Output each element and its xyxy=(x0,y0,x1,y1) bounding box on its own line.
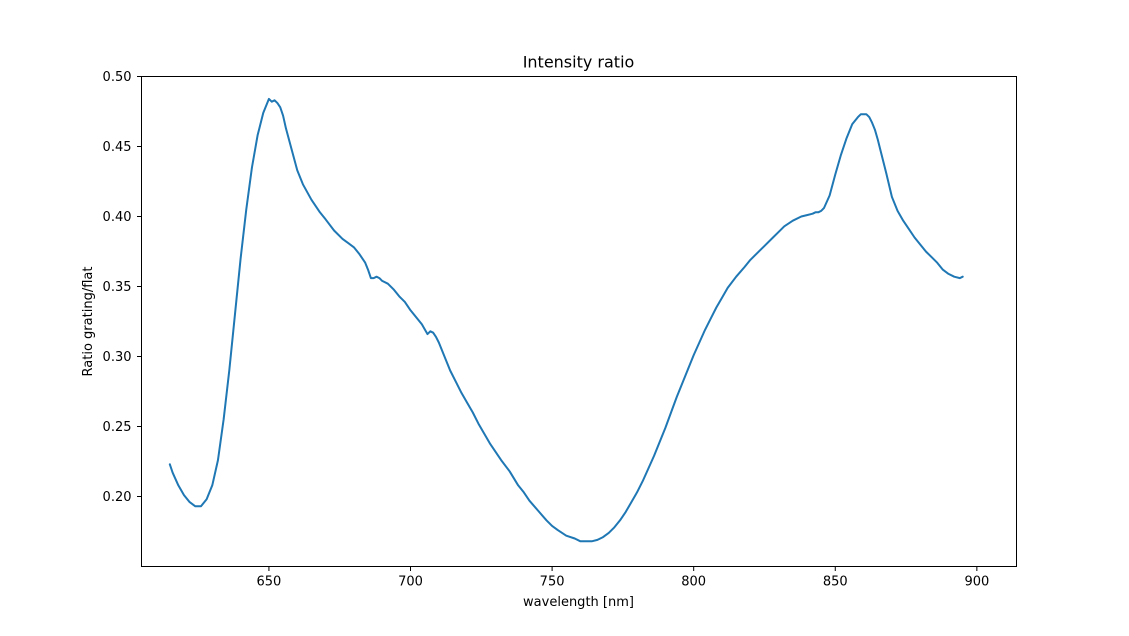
x-tick-label: 800 xyxy=(681,575,706,590)
plot-area-frame xyxy=(141,76,1017,567)
y-tick-label: 0.20 xyxy=(103,490,132,505)
x-tick-label: 750 xyxy=(540,575,565,590)
x-tick-label: 650 xyxy=(257,575,282,590)
y-tick-label: 0.30 xyxy=(103,350,132,365)
y-tick-label: 0.40 xyxy=(103,210,132,225)
y-axis-ticks: 0.20 0.25 0.30 0.35 0.40 0.45 0.50 xyxy=(103,70,142,505)
y-tick-label: 0.50 xyxy=(103,70,132,85)
y-tick-label: 0.25 xyxy=(103,420,132,435)
y-axis-label: Ratio grating/flat xyxy=(81,267,96,377)
x-axis-ticks: 650 700 750 800 850 900 xyxy=(257,566,989,590)
x-axis-label: wavelength [nm] xyxy=(523,595,634,610)
chart-title: Intensity ratio xyxy=(523,53,635,72)
x-tick-label: 700 xyxy=(398,575,423,590)
x-tick-label: 900 xyxy=(964,575,989,590)
y-tick-label: 0.45 xyxy=(103,140,132,155)
series-line-0 xyxy=(168,97,964,543)
x-tick-label: 850 xyxy=(823,575,848,590)
y-tick-label: 0.35 xyxy=(103,280,132,295)
plot-series xyxy=(168,97,964,543)
